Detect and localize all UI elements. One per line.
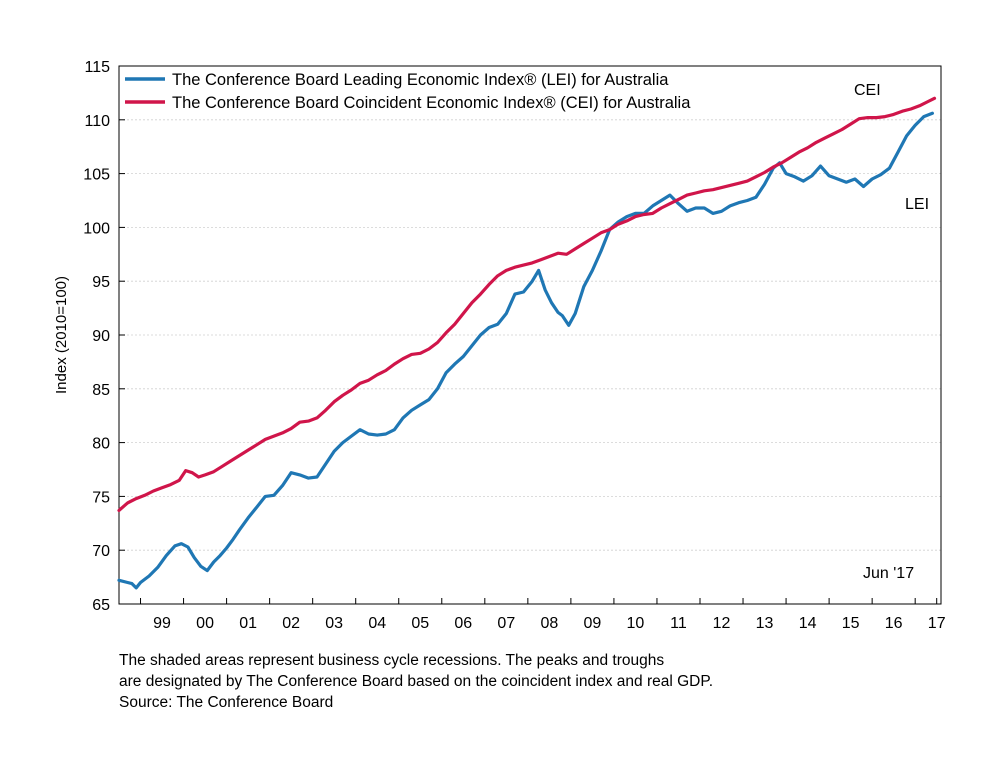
x-tick-label: 04	[368, 615, 386, 632]
x-tick-label: 17	[928, 615, 946, 632]
y-tick-label: 110	[84, 113, 110, 130]
x-tick-label: 99	[153, 615, 171, 632]
y-tick-label: 105	[83, 167, 110, 184]
x-tick-label: 08	[540, 615, 558, 632]
x-tick-label: 11	[670, 615, 687, 632]
x-tick-label: 09	[584, 615, 602, 632]
y-tick-label: 115	[84, 59, 110, 76]
x-tick-label: 14	[799, 615, 817, 632]
x-tick-label: 13	[756, 615, 774, 632]
footnote: The shaded areas represent business cycl…	[119, 650, 713, 713]
y-tick-label: 75	[92, 489, 110, 506]
x-tick-label: 15	[842, 615, 860, 632]
y-tick-label: 65	[92, 597, 110, 614]
footnote-line-2: are designated by The Conference Board b…	[119, 673, 713, 690]
lei-end-label: LEI	[905, 196, 929, 213]
legend-label-cei: The Conference Board Coincident Economic…	[172, 94, 691, 112]
x-tick-label: 02	[282, 615, 300, 632]
series-line-lei	[117, 111, 934, 590]
x-tick-label: 01	[239, 615, 257, 632]
x-tick-label: 12	[713, 615, 731, 632]
x-tick-label: 07	[497, 615, 515, 632]
grid	[119, 119, 941, 551]
x-tick-label: 05	[411, 615, 429, 632]
x-tick-label: 16	[885, 615, 903, 632]
x-tick-label: 03	[325, 615, 343, 632]
y-tick-label: 95	[92, 274, 110, 291]
x-tick-label: 00	[196, 615, 214, 632]
x-axis: 99 00 01 02 03 04 05 06 07 08 09 10 11 12 13 14 15 16 17	[140, 598, 946, 632]
cei-end-label: CEI	[854, 82, 881, 99]
date-annotation: Jun '17	[863, 565, 914, 582]
y-axis: 65 70 75 80 85 90 95 100 105 110 115	[83, 59, 125, 614]
y-tick-label: 90	[92, 328, 110, 345]
y-axis-label: Index (2010=100)	[53, 276, 70, 394]
x-tick-label: 10	[627, 615, 645, 632]
y-tick-label: 70	[92, 543, 110, 560]
y-tick-label: 85	[92, 382, 110, 399]
y-tick-label: 80	[92, 436, 110, 453]
y-tick-label: 100	[83, 220, 110, 237]
series-line-cei	[117, 96, 937, 512]
legend-label-lei: The Conference Board Leading Economic In…	[172, 71, 669, 89]
series-group	[117, 96, 937, 590]
footnote-line-1: The shaded areas represent business cycl…	[119, 652, 665, 669]
x-tick-label: 06	[454, 615, 472, 632]
footnote-source: Source: The Conference Board	[119, 694, 334, 711]
legend: The Conference Board Leading Economic In…	[125, 71, 691, 112]
